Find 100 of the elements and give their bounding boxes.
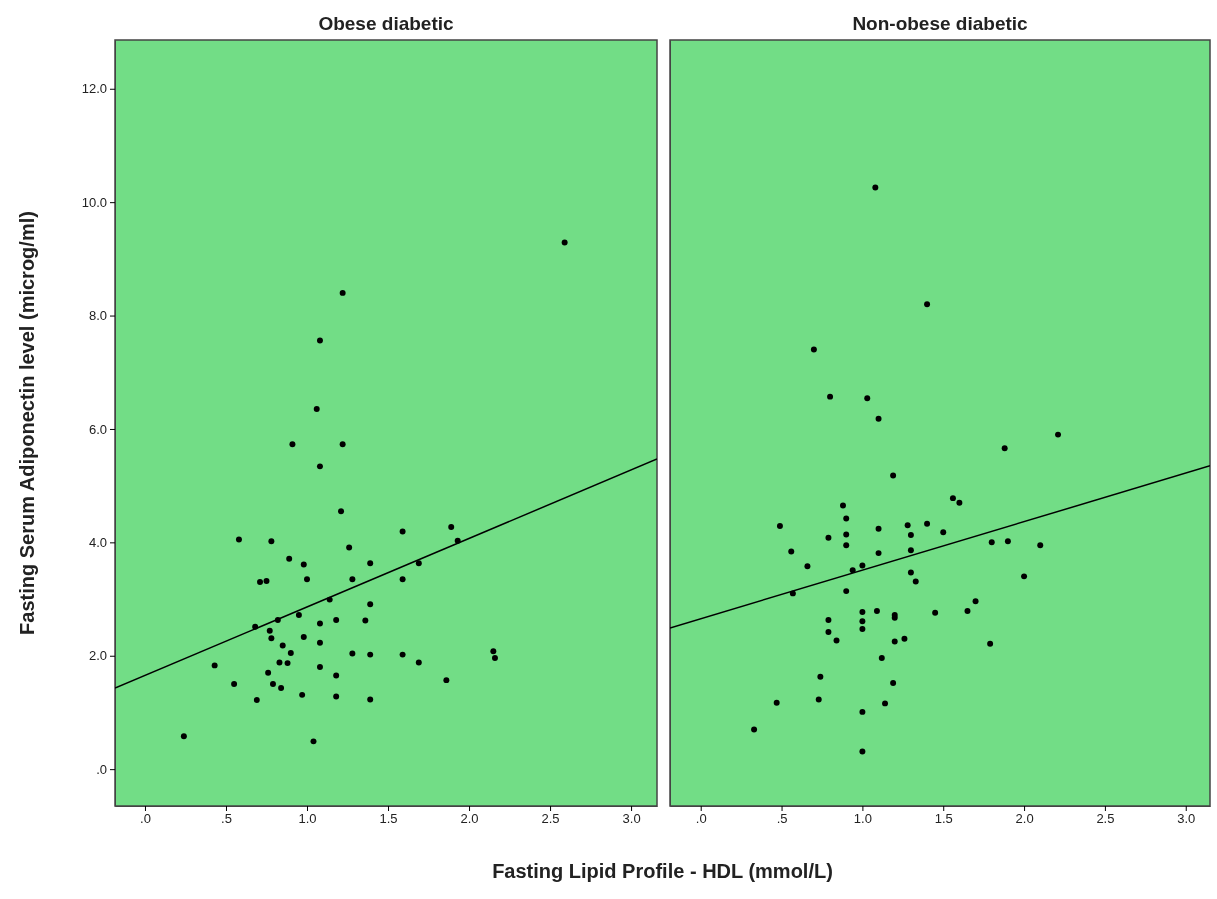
point [843, 588, 850, 595]
point [231, 681, 238, 688]
point [859, 562, 866, 569]
point [268, 538, 275, 545]
x-tick-label: 1.0 [298, 811, 317, 827]
chart-title: Obese diabetic [318, 13, 455, 34]
point [443, 677, 450, 684]
point [265, 669, 272, 676]
point [972, 598, 979, 605]
point [180, 733, 187, 740]
point [399, 651, 406, 658]
point [274, 617, 281, 624]
x-tick-label: 2.5 [541, 811, 560, 827]
y-tick-label: 6.0 [88, 421, 107, 437]
point [907, 547, 914, 554]
point [287, 649, 294, 656]
point [804, 563, 811, 570]
point [864, 395, 871, 402]
point [284, 660, 291, 667]
point [873, 607, 880, 614]
x-tick-label: .5 [221, 811, 232, 827]
point [326, 596, 333, 603]
x-tick-label: 1.5 [379, 811, 398, 827]
point [289, 441, 296, 448]
x-tick-label: 2.0 [460, 811, 479, 827]
point [843, 515, 850, 522]
point [367, 651, 374, 658]
point [235, 536, 242, 543]
point [1001, 445, 1008, 452]
point [956, 499, 963, 506]
x-axis-title: Fasting Lipid Profile - HDL (mmol/L) [492, 860, 833, 882]
point [904, 522, 911, 529]
point [859, 748, 866, 755]
point [882, 700, 889, 707]
point [810, 346, 817, 353]
point [278, 685, 285, 692]
x-tick-label: 3.0 [622, 811, 641, 827]
point [399, 528, 406, 535]
point [825, 534, 832, 541]
point [349, 576, 356, 583]
point [987, 640, 994, 647]
point [940, 529, 947, 536]
point [300, 561, 307, 568]
point [286, 555, 293, 562]
x-tick-label: .0 [140, 811, 151, 827]
point [415, 560, 422, 567]
x-tick-label: 3.0 [1177, 811, 1196, 827]
y-tick-label: 2.0 [88, 648, 107, 664]
point [299, 691, 306, 698]
point [490, 648, 497, 655]
point [924, 301, 931, 308]
x-tick-label: .0 [695, 811, 707, 827]
point [751, 726, 758, 733]
y-tick-label: 10.0 [81, 194, 107, 210]
point [878, 655, 885, 661]
point [367, 601, 374, 608]
point [1004, 538, 1011, 545]
point [257, 579, 263, 586]
point [825, 617, 832, 624]
point [859, 708, 866, 715]
y-tick-label: 8.0 [88, 308, 107, 324]
point [333, 617, 340, 624]
point [825, 628, 832, 635]
point [304, 576, 310, 583]
y-tick-label: 12.0 [81, 81, 107, 97]
point [890, 472, 897, 479]
point [988, 539, 995, 546]
point [890, 679, 897, 686]
point [964, 607, 971, 614]
point [875, 550, 882, 557]
point [339, 289, 346, 296]
point [776, 522, 783, 529]
point [907, 532, 914, 538]
point [367, 560, 374, 567]
point [316, 337, 323, 344]
point [833, 637, 840, 644]
point [316, 664, 323, 671]
point [827, 393, 834, 400]
point [316, 639, 323, 646]
x-tick-label: 1.5 [934, 811, 953, 827]
point [1055, 431, 1062, 438]
point [789, 590, 796, 597]
point [313, 406, 320, 413]
x-tick-label: 2.0 [1015, 811, 1034, 827]
point [875, 415, 882, 422]
point [815, 696, 822, 703]
point [252, 623, 259, 630]
point [949, 495, 956, 502]
point [338, 508, 345, 515]
point [349, 650, 356, 657]
point [346, 544, 353, 551]
point [817, 673, 824, 680]
point [454, 537, 461, 544]
point [859, 626, 866, 633]
point [316, 620, 323, 627]
point [295, 611, 302, 618]
point [788, 548, 795, 555]
point [491, 655, 498, 661]
point [859, 609, 866, 616]
point [333, 693, 340, 700]
